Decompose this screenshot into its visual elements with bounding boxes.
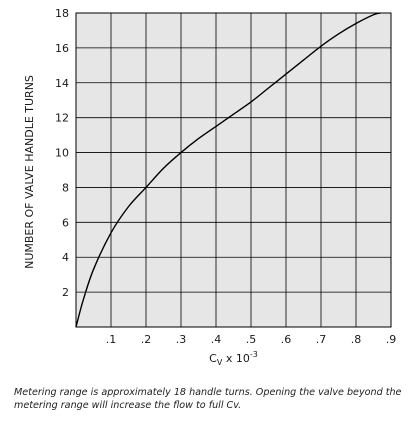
y-tick-label: 16: [55, 42, 69, 55]
y-tick-label: 8: [62, 181, 69, 194]
x-axis-label-exponent: -3: [250, 350, 258, 359]
x-tick-label: .5: [246, 333, 257, 346]
y-axis-ticks: 2 4 6 8 10 12 14 16 18: [55, 7, 69, 299]
y-tick-label: 12: [55, 112, 69, 125]
y-tick-label: 18: [55, 7, 69, 20]
chart-caption: Metering range is approximately 18 handl…: [14, 387, 402, 411]
y-tick-label: 10: [55, 147, 69, 160]
x-tick-label: .3: [176, 333, 187, 346]
y-axis-label: NUMBER OF VALVE HANDLE TURNS: [23, 75, 36, 269]
x-tick-label: .8: [351, 333, 362, 346]
x-axis-label-suffix: x 10: [222, 352, 250, 365]
series-line-valve-turns: [75, 12, 381, 328]
x-tick-label: .9: [386, 333, 397, 346]
x-tick-label: .2: [141, 333, 152, 346]
x-axis-ticks: .1 .2 .3 .4 .5 .6 .7 .8 .9: [106, 333, 397, 346]
x-axis-label-subscript: V: [217, 358, 223, 367]
plot-frame: [75, 12, 392, 328]
y-tick-label: 4: [62, 251, 69, 264]
y-tick-label: 14: [55, 77, 69, 90]
x-axis-label: CV x 10-3: [209, 350, 258, 367]
x-axis-label-main: C: [209, 352, 217, 365]
x-tick-label: .7: [316, 333, 327, 346]
y-tick-label: 6: [62, 216, 69, 229]
y-tick-label: 2: [62, 286, 69, 299]
x-tick-label: .6: [281, 333, 292, 346]
plot-background: [76, 13, 391, 327]
x-tick-label: .1: [106, 333, 117, 346]
x-tick-label: .4: [211, 333, 222, 346]
